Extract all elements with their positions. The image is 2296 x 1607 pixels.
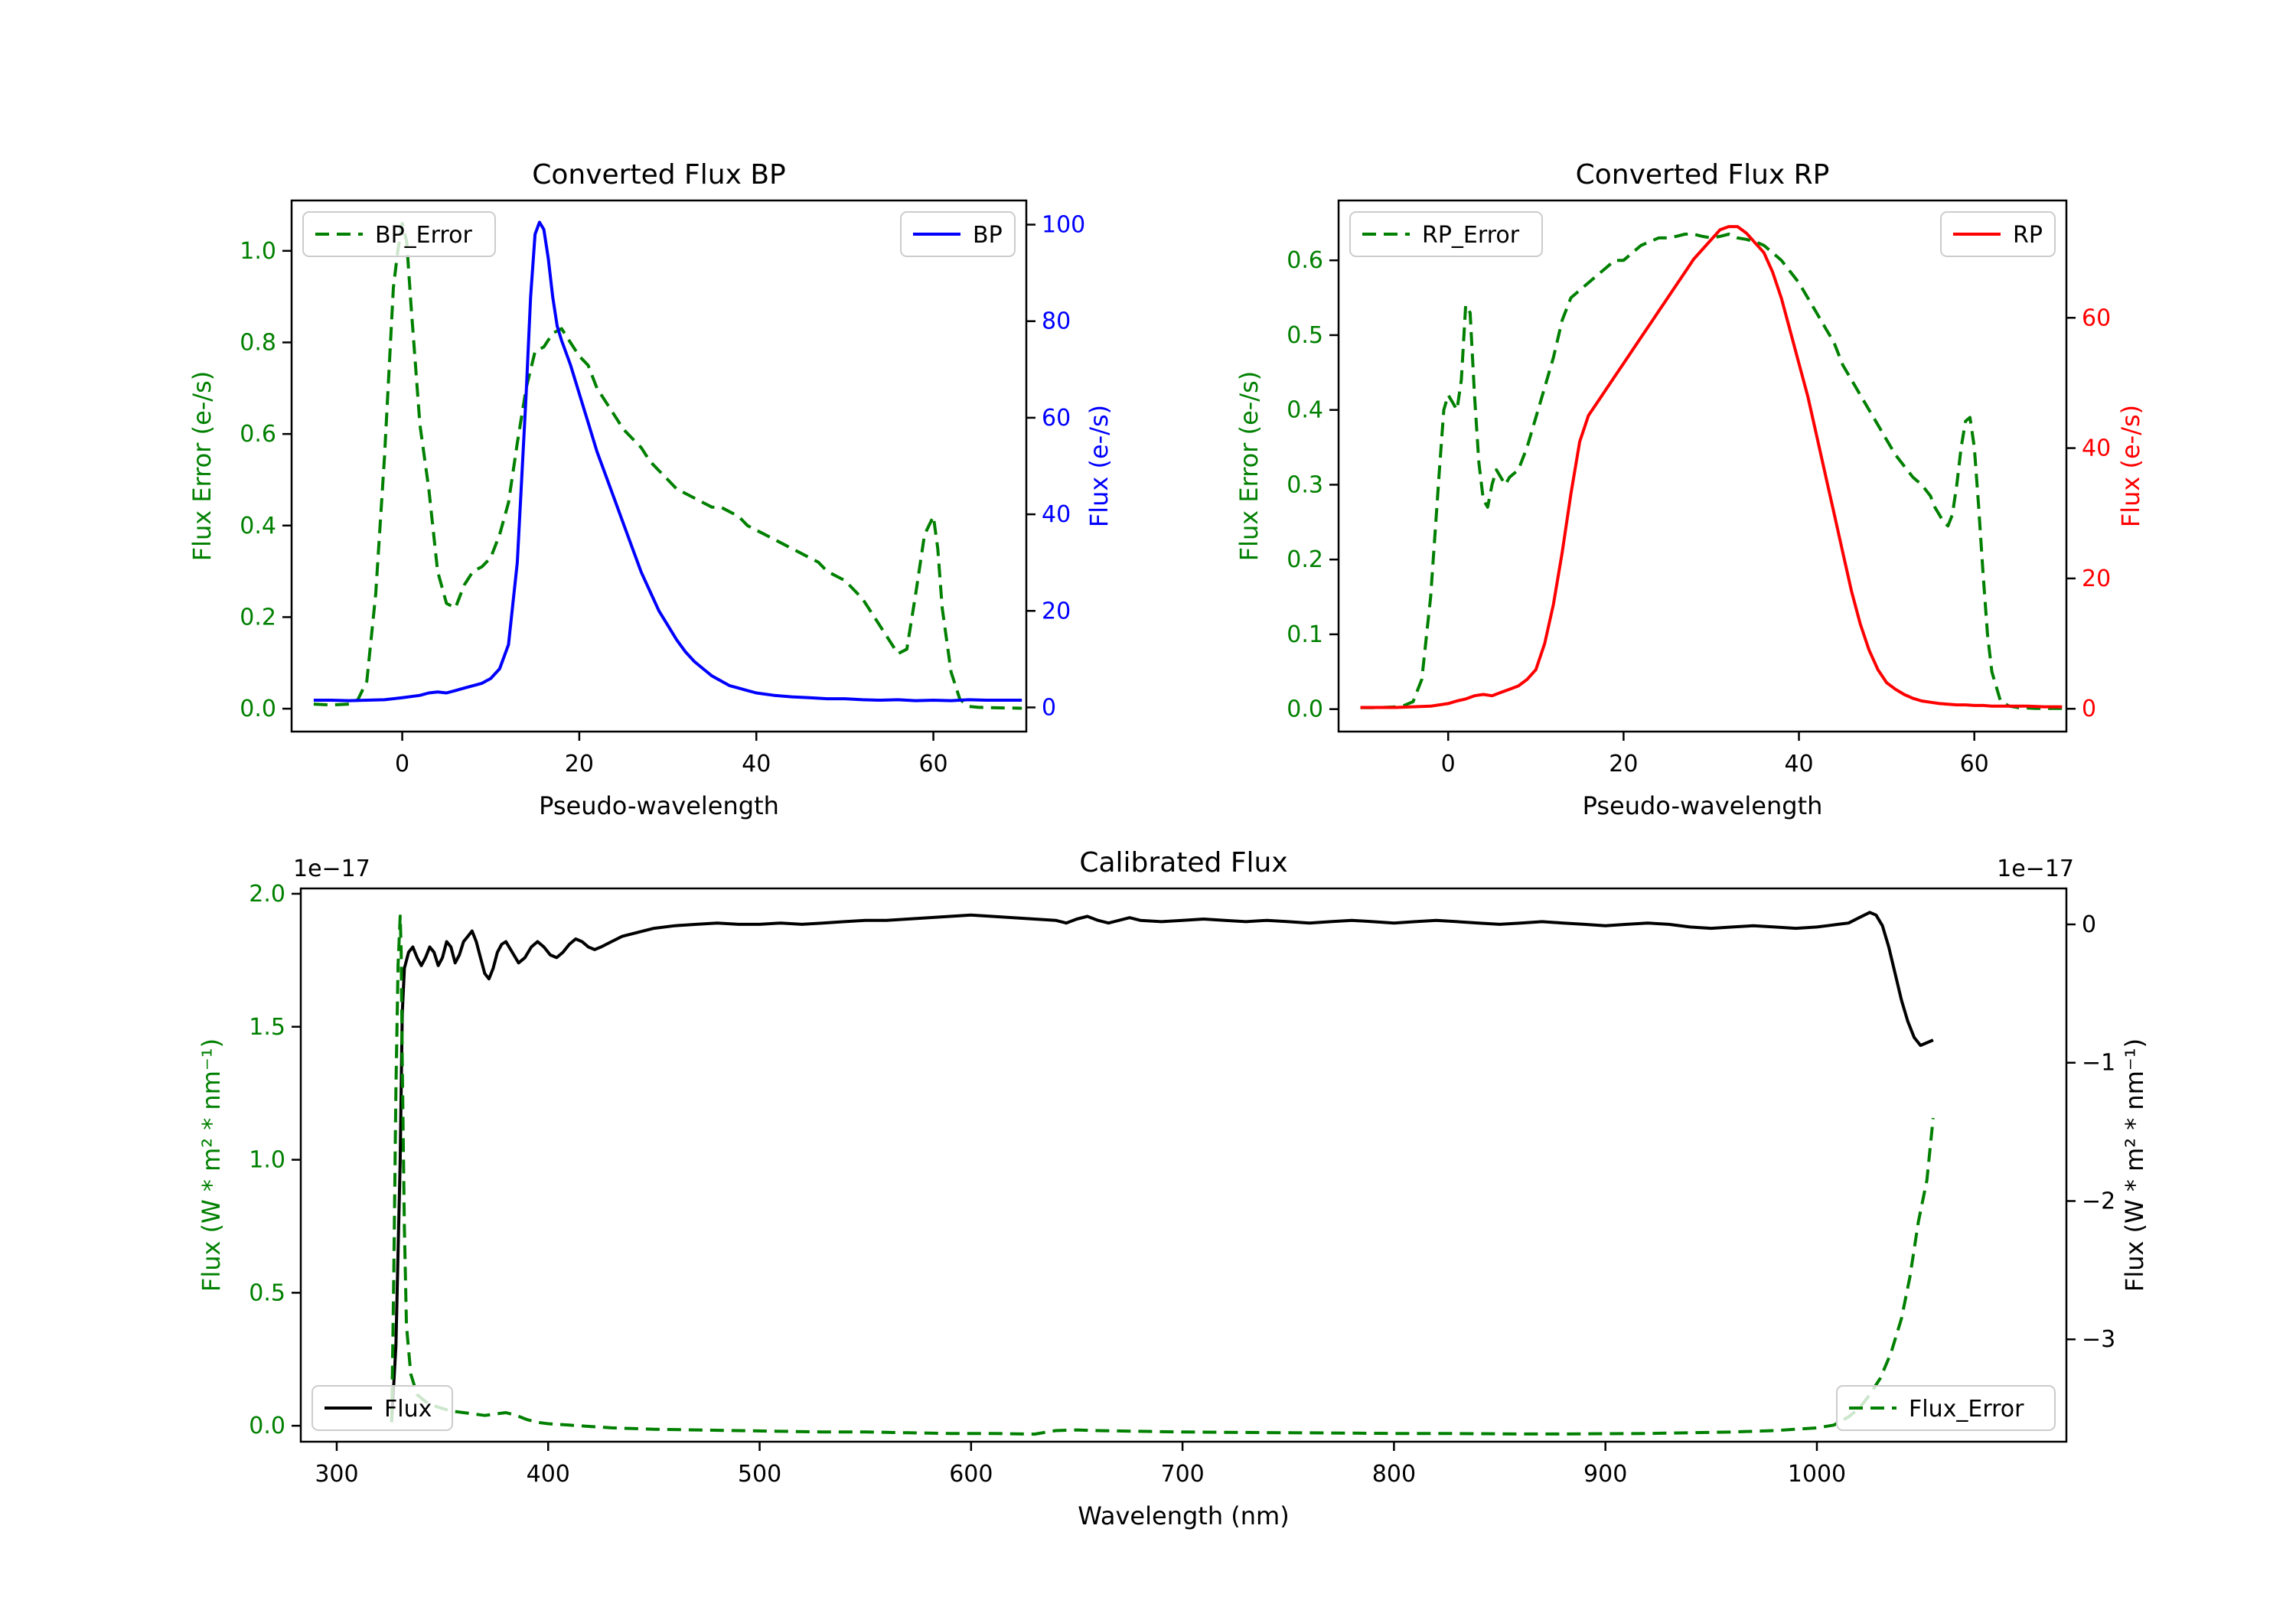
left-axis-label: Flux Error (e-/s) xyxy=(188,371,217,562)
legend-label: RP_Error xyxy=(1422,222,1520,249)
x-tick-label: 40 xyxy=(1784,751,1813,777)
axes-frame xyxy=(1337,199,2068,733)
chart-title: Calibrated Flux xyxy=(1079,847,1287,878)
x-tick-label: 800 xyxy=(1372,1461,1416,1488)
left-y-tick-label: 0.5 xyxy=(249,1279,285,1306)
right-y-tick-label: 60 xyxy=(1042,405,1071,432)
axes-frame xyxy=(299,887,2068,1443)
right-y-tick-label: 40 xyxy=(2082,435,2111,462)
legend-bp_error: BP_Error xyxy=(302,211,496,257)
left-y-tick-label: 0.2 xyxy=(1287,546,1323,573)
x-tick-label: 500 xyxy=(738,1461,781,1488)
legend-label: BP_Error xyxy=(375,222,472,249)
left-y-tick-label: 0.1 xyxy=(1287,621,1323,648)
rp-subplot: 0 20 40 60 0.0 0.1 0.2 0.3 0.4 0.5 0.6 Flux Error (… xyxy=(1234,159,2145,820)
right-y-tick-label: 60 xyxy=(2082,305,2111,331)
right-axis-offset-text: 1e−17 xyxy=(1997,856,2074,882)
right-y-tick-label: 100 xyxy=(1042,212,1085,239)
left-axis-label: Flux Error (e-/s) xyxy=(1234,371,1264,562)
left-y-tick-label: 1.0 xyxy=(249,1147,285,1174)
legend-frame xyxy=(1836,1385,2056,1431)
right-axis-label: Flux (W * m² * nm⁻¹) xyxy=(2120,1038,2149,1292)
right-y-tick-label: 80 xyxy=(1042,308,1071,335)
left-y-tick-label: 0.4 xyxy=(1287,397,1323,424)
legend-flux_error: Flux_Error xyxy=(1836,1385,2056,1431)
left-y-tick-label: 0.0 xyxy=(240,696,276,722)
left-y-tick-label: 0.5 xyxy=(1287,322,1323,349)
chart-title: Converted Flux BP xyxy=(532,159,785,191)
legend-bp: BP xyxy=(900,211,1016,257)
legend-rp_error: RP_Error xyxy=(1349,211,1543,257)
right-y-tick-label: −2 xyxy=(2082,1188,2115,1214)
calibrated-subplot: 300 400 500 600 700 800 900 1000 0.0 0.5 1.0 1.5 2.0… xyxy=(197,847,2149,1530)
series-BP xyxy=(313,220,1022,702)
x-tick-label: 20 xyxy=(565,751,594,777)
left-y-tick-label: 2.0 xyxy=(249,881,285,908)
left-y-tick-label: 0.6 xyxy=(240,421,276,448)
x-axis-label: Wavelength (nm) xyxy=(1078,1501,1289,1530)
legend-label: RP xyxy=(2013,222,2043,249)
x-tick-label: 60 xyxy=(918,751,947,777)
legend-rp: RP xyxy=(1940,211,2056,257)
right-y-tick-label: 0 xyxy=(1042,694,1056,721)
right-axis-label: Flux (e-/s) xyxy=(1084,405,1114,527)
right-y-tick-label: 40 xyxy=(1042,501,1071,528)
legend-frame xyxy=(302,211,496,257)
legend-flux: Flux xyxy=(311,1385,453,1431)
left-y-tick-label: 0.2 xyxy=(240,604,276,631)
left-y-tick-label: 0.8 xyxy=(240,329,276,356)
x-tick-label: 300 xyxy=(315,1461,358,1488)
left-y-tick-label: 0.4 xyxy=(240,513,276,539)
bp-subplot: 0 20 40 60 0.0 0.2 0.4 0.6 0.8 1.0 Flux Error (e-/… xyxy=(188,159,1114,820)
left-y-tick-label: 0.6 xyxy=(1287,247,1323,274)
left-y-tick-label: 0.3 xyxy=(1287,471,1323,498)
x-tick-label: 700 xyxy=(1160,1461,1204,1488)
x-axis-label: Pseudo-wavelength xyxy=(1583,791,1823,820)
legend-frame xyxy=(311,1385,453,1431)
left-axis-label: Flux (W * m² * nm⁻¹) xyxy=(197,1038,226,1292)
legend-label: Flux_Error xyxy=(1909,1396,2024,1423)
right-y-tick-label: −3 xyxy=(2082,1326,2115,1353)
chart-title: Converted Flux RP xyxy=(1576,159,1830,191)
x-tick-label: 60 xyxy=(1960,751,1989,777)
series-Flux_Error xyxy=(390,914,1935,1436)
right-y-tick-label: 0 xyxy=(2082,911,2096,938)
right-y-tick-label: 0 xyxy=(2082,696,2096,722)
axes-frame xyxy=(290,199,1028,733)
right-axis-label: Flux (e-/s) xyxy=(2116,405,2145,527)
right-y-tick-label: −1 xyxy=(2082,1050,2115,1077)
legend-label: BP xyxy=(973,222,1003,249)
x-axis-label: Pseudo-wavelength xyxy=(539,791,779,820)
x-tick-label: 600 xyxy=(949,1461,993,1488)
legend-label: Flux xyxy=(384,1396,432,1423)
left-y-tick-label: 0.0 xyxy=(1287,696,1323,723)
left-y-tick-label: 0.0 xyxy=(249,1413,285,1439)
legend-frame xyxy=(1349,211,1543,257)
x-tick-label: 0 xyxy=(395,751,409,777)
series-RP xyxy=(1360,225,2063,709)
series-RP_Error xyxy=(1360,233,2063,710)
x-tick-label: 20 xyxy=(1609,751,1638,777)
right-y-tick-label: 20 xyxy=(1042,598,1071,624)
x-tick-label: 900 xyxy=(1583,1461,1627,1488)
x-tick-label: 400 xyxy=(527,1461,570,1488)
right-y-tick-label: 20 xyxy=(2082,566,2111,592)
series-Flux xyxy=(390,911,1934,1421)
x-tick-label: 0 xyxy=(1441,751,1456,777)
left-y-tick-label: 1.5 xyxy=(249,1014,285,1041)
x-tick-label: 1000 xyxy=(1788,1461,1846,1488)
x-tick-label: 40 xyxy=(742,751,771,777)
left-y-tick-label: 1.0 xyxy=(240,238,276,265)
series-BP_Error xyxy=(313,221,1022,710)
left-axis-offset-text: 1e−17 xyxy=(293,856,370,882)
